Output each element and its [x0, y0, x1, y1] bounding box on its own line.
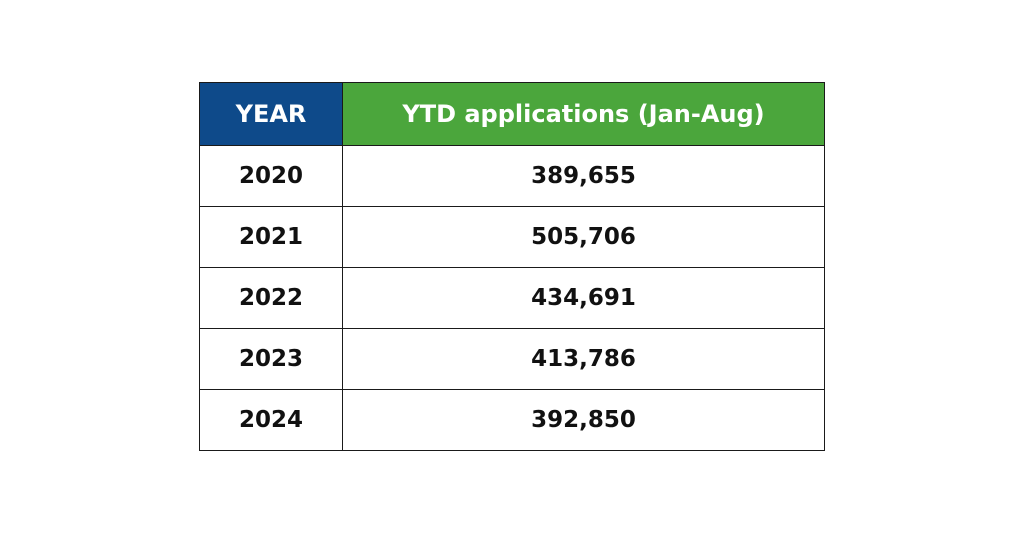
header-row: YEAR YTD applications (Jan-Aug)	[199, 82, 825, 146]
table-row: 2021 505,706	[199, 206, 825, 268]
applications-cell: 392,850	[342, 389, 825, 451]
applications-table: YEAR YTD applications (Jan-Aug) 2020 389,…	[199, 82, 825, 451]
applications-cell: 413,786	[342, 328, 825, 390]
year-cell: 2023	[199, 328, 343, 390]
table-head: YEAR YTD applications (Jan-Aug)	[199, 82, 825, 146]
year-cell: 2020	[199, 145, 343, 207]
year-cell: 2022	[199, 267, 343, 329]
header-cell: YEAR	[199, 82, 343, 146]
table-row: 2022 434,691	[199, 267, 825, 329]
table-row: 2024 392,850	[199, 389, 825, 451]
applications-cell: 505,706	[342, 206, 825, 268]
table-body: 2020 389,655 2021 505,706 2022 434,691 2023 413…	[199, 145, 825, 451]
year-cell: 2021	[199, 206, 343, 268]
header-cell: YTD applications (Jan-Aug)	[342, 82, 825, 146]
applications-cell: 434,691	[342, 267, 825, 329]
table-row: 2023 413,786	[199, 328, 825, 390]
table-row: 2020 389,655	[199, 145, 825, 207]
year-cell: 2024	[199, 389, 343, 451]
applications-cell: 389,655	[342, 145, 825, 207]
